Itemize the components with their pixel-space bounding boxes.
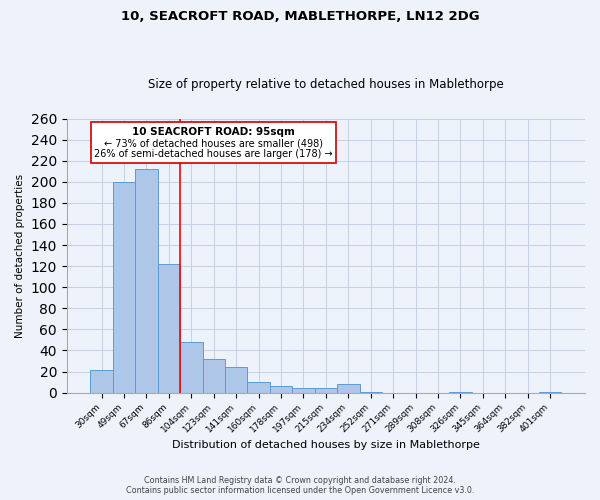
Bar bbox=[158, 264, 180, 392]
Text: 10, SEACROFT ROAD, MABLETHORPE, LN12 2DG: 10, SEACROFT ROAD, MABLETHORPE, LN12 2DG bbox=[121, 10, 479, 23]
Text: 26% of semi-detached houses are larger (178) →: 26% of semi-detached houses are larger (… bbox=[94, 149, 333, 159]
Text: Contains HM Land Registry data © Crown copyright and database right 2024.
Contai: Contains HM Land Registry data © Crown c… bbox=[126, 476, 474, 495]
Bar bbox=[203, 359, 225, 392]
Bar bbox=[225, 368, 247, 392]
Bar bbox=[180, 342, 203, 392]
FancyBboxPatch shape bbox=[91, 122, 336, 163]
Title: Size of property relative to detached houses in Mablethorpe: Size of property relative to detached ho… bbox=[148, 78, 504, 91]
Bar bbox=[337, 384, 359, 392]
Bar bbox=[292, 388, 314, 392]
Bar bbox=[91, 370, 113, 392]
Y-axis label: Number of detached properties: Number of detached properties bbox=[15, 174, 25, 338]
Bar bbox=[314, 388, 337, 392]
X-axis label: Distribution of detached houses by size in Mablethorpe: Distribution of detached houses by size … bbox=[172, 440, 480, 450]
Bar bbox=[113, 182, 135, 392]
Bar bbox=[247, 382, 270, 392]
Bar bbox=[270, 386, 292, 392]
Text: 10 SEACROFT ROAD: 95sqm: 10 SEACROFT ROAD: 95sqm bbox=[132, 127, 295, 137]
Text: ← 73% of detached houses are smaller (498): ← 73% of detached houses are smaller (49… bbox=[104, 138, 323, 148]
Bar bbox=[135, 169, 158, 392]
